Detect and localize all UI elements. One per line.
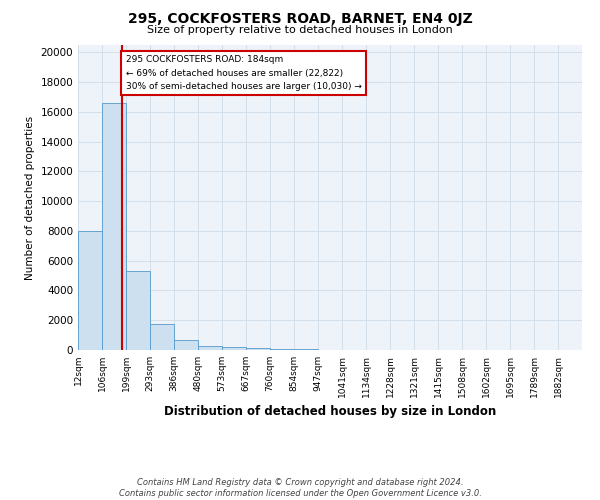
Bar xyxy=(270,348,294,350)
Y-axis label: Number of detached properties: Number of detached properties xyxy=(25,116,35,280)
Bar xyxy=(78,231,102,350)
Text: Contains HM Land Registry data © Crown copyright and database right 2024.
Contai: Contains HM Land Registry data © Crown c… xyxy=(119,478,481,498)
Bar xyxy=(174,340,198,350)
Text: 295 COCKFOSTERS ROAD: 184sqm
← 69% of detached houses are smaller (22,822)
30% o: 295 COCKFOSTERS ROAD: 184sqm ← 69% of de… xyxy=(126,56,362,91)
Bar xyxy=(150,324,174,350)
Bar xyxy=(126,271,150,350)
Bar xyxy=(222,347,246,350)
X-axis label: Distribution of detached houses by size in London: Distribution of detached houses by size … xyxy=(164,406,496,418)
Bar xyxy=(246,348,270,350)
Bar xyxy=(102,103,126,350)
Bar xyxy=(198,346,222,350)
Text: Size of property relative to detached houses in London: Size of property relative to detached ho… xyxy=(147,25,453,35)
Text: 295, COCKFOSTERS ROAD, BARNET, EN4 0JZ: 295, COCKFOSTERS ROAD, BARNET, EN4 0JZ xyxy=(128,12,472,26)
